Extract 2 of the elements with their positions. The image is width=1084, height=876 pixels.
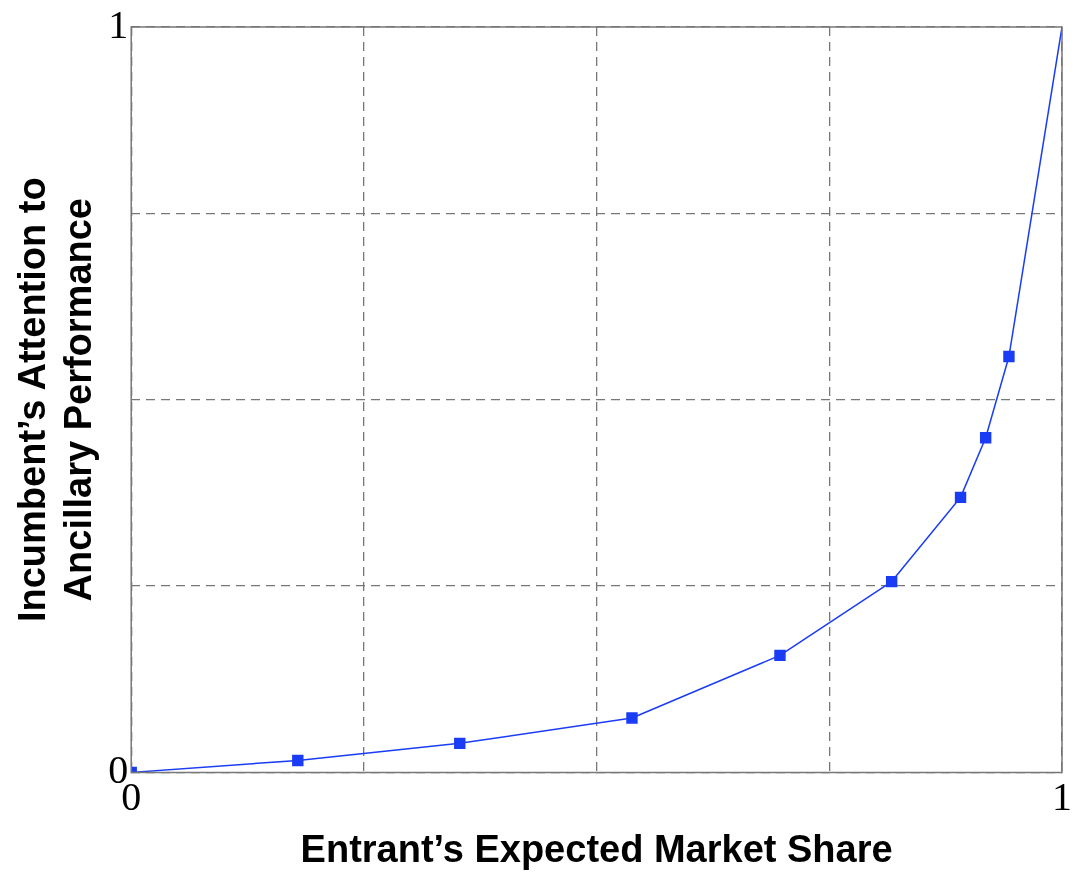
x-axis-title: Entrant’s Expected Market Share <box>300 827 893 870</box>
y-axis-title: Incumbent’s Attention to Ancillary Performance <box>11 177 99 623</box>
